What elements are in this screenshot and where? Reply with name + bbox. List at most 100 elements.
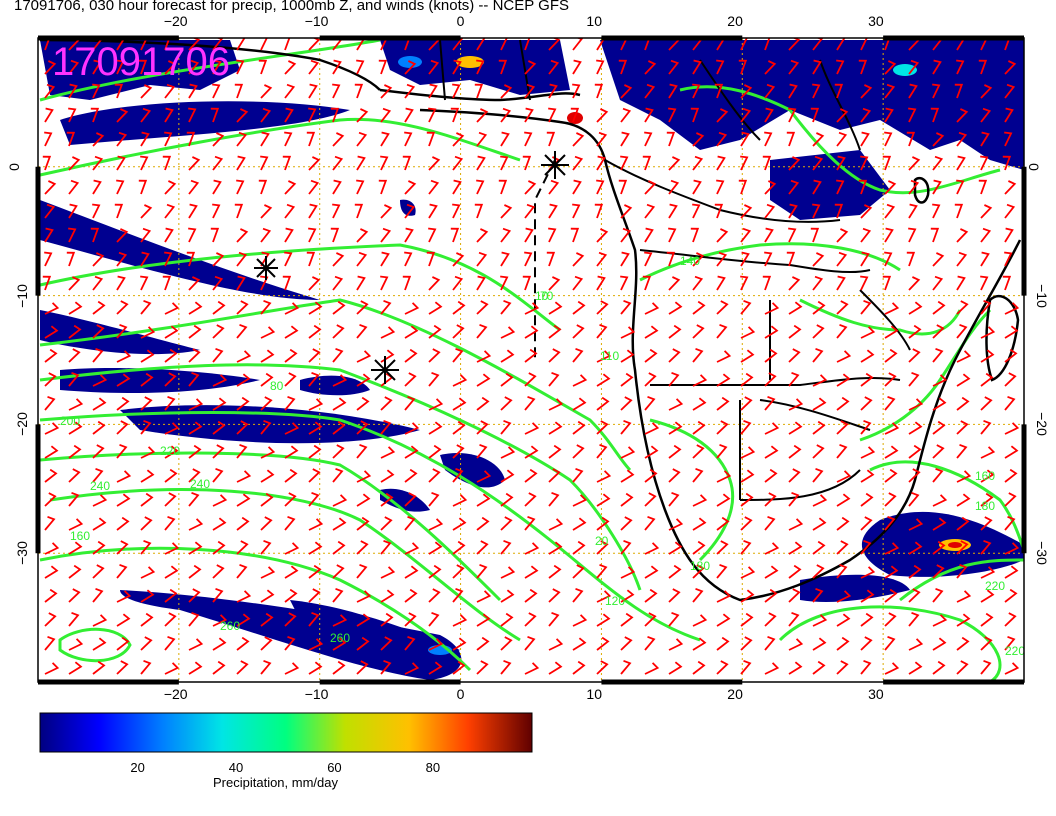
wind-barb — [1004, 251, 1013, 267]
wind-barb — [884, 325, 899, 339]
wind-barb — [92, 494, 108, 507]
wind-barb — [452, 347, 464, 363]
wind-barb — [90, 107, 100, 123]
wind-barb — [860, 516, 873, 531]
wind-barb — [404, 422, 420, 435]
wind-barb — [260, 419, 272, 435]
wind-barb — [428, 588, 441, 603]
wind-barb — [260, 84, 273, 99]
wind-barb — [284, 83, 296, 99]
wind-barb — [116, 131, 128, 147]
wind-barb — [452, 83, 461, 99]
wind-barb — [668, 324, 682, 339]
wind-barb — [116, 300, 129, 315]
lon-tick-top: −20 — [163, 13, 188, 29]
wind-barb — [140, 636, 153, 651]
wind-barb — [788, 301, 803, 315]
wind-barb — [572, 132, 585, 147]
wind-barb — [332, 300, 346, 315]
wind-barb — [692, 347, 704, 363]
wind-barb — [548, 324, 562, 339]
wind-barb — [404, 325, 419, 339]
wind-barb — [236, 300, 249, 315]
wind-barb — [596, 493, 611, 507]
wind-barb — [740, 251, 750, 267]
wind-barb — [44, 38, 51, 51]
wind-barb — [978, 59, 988, 75]
wind-barb — [524, 348, 538, 363]
precip-patch — [290, 600, 460, 656]
wind-barb — [236, 516, 250, 531]
wind-barb — [644, 612, 657, 627]
wind-barb — [596, 420, 609, 435]
wind-barb — [668, 564, 682, 579]
wind-barb — [884, 251, 893, 267]
wind-barb — [114, 203, 124, 219]
wind-barb — [620, 419, 632, 435]
wind-barb — [548, 661, 563, 675]
wind-barb — [92, 132, 105, 147]
pressure-centers — [254, 151, 569, 384]
wind-barb — [812, 614, 828, 627]
wind-barb — [380, 659, 392, 675]
wind-barb — [668, 444, 682, 459]
wind-barb — [596, 396, 610, 411]
wind-barb — [716, 443, 728, 459]
lon-tick-top: 30 — [868, 13, 884, 29]
wind-barb — [956, 131, 968, 147]
wind-barb — [620, 155, 629, 171]
contour-line — [859, 308, 992, 442]
wind-barb — [836, 443, 848, 459]
wind-barb — [92, 660, 106, 675]
wind-barb — [572, 637, 587, 651]
wind-barb — [498, 179, 508, 195]
madagascar — [985, 294, 1020, 382]
wind-barb — [932, 155, 944, 171]
wind-barb — [428, 541, 443, 555]
wind-barb — [860, 107, 872, 123]
wind-barb — [956, 613, 971, 627]
wind-barb — [524, 612, 537, 627]
wind-barb — [164, 468, 178, 483]
wind-barb — [548, 491, 560, 507]
wind-barb — [548, 638, 564, 651]
wind-barb — [140, 131, 150, 147]
wind-barb — [380, 299, 392, 315]
wind-barb — [932, 374, 948, 387]
wind-barb — [524, 83, 536, 99]
wind-barb — [500, 204, 513, 219]
wind-barb — [1004, 227, 1014, 243]
contour-label: 220 — [985, 579, 1005, 593]
wind-barb — [620, 659, 632, 675]
wind-barb — [836, 590, 852, 603]
precip-patch — [800, 574, 910, 602]
wind-barb — [426, 251, 436, 267]
wind-barb — [140, 589, 155, 603]
wind-barb — [476, 636, 490, 651]
wind-barb — [68, 203, 78, 219]
wind-barb — [668, 156, 681, 171]
border — [819, 59, 861, 151]
wind-barb — [44, 542, 60, 555]
frame-marks — [35, 35, 1027, 685]
lon-tick-top: −10 — [304, 13, 329, 29]
wind-barb — [908, 59, 920, 75]
wind-barb — [980, 636, 993, 651]
wind-barb — [380, 636, 393, 651]
wind-barb — [116, 470, 132, 483]
wind-barb — [356, 470, 372, 483]
wind-barb — [68, 348, 81, 363]
wind-barb — [956, 396, 970, 411]
wind-barb — [188, 611, 200, 627]
wind-barb — [956, 228, 969, 243]
wind-barb — [308, 541, 323, 555]
wind-barb — [500, 492, 514, 507]
wind-barb — [356, 396, 370, 411]
wind-barb — [860, 419, 872, 435]
wind-barb — [860, 251, 870, 267]
wind-barb — [162, 275, 172, 291]
wind-barb — [716, 613, 731, 627]
wind-barb — [44, 468, 58, 483]
wind-barb — [476, 155, 486, 171]
wind-barb — [884, 38, 891, 51]
